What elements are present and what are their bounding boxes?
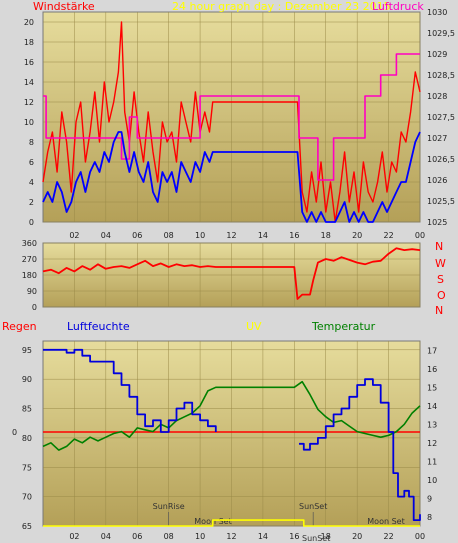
pressure-y-tick-1026: 1026 (427, 176, 447, 185)
temperature-y-tick-10: 10 (427, 476, 437, 485)
humidity-y-tick-90: 90 (22, 375, 32, 384)
wind-y-tick-20: 20 (24, 18, 34, 27)
wind-direction-line (42, 247, 421, 300)
pressure-line (43, 53, 420, 181)
wind-y-tick-8: 8 (29, 138, 34, 147)
sunrise-label: SunRise (153, 502, 185, 511)
pressure-axis-title: Luftdruck (372, 0, 424, 13)
direction-letter-s: S (437, 273, 444, 286)
humidity-x-tick-12: 12 (226, 532, 236, 541)
pressure-y-tick-1028,5: 1028,5 (427, 71, 455, 80)
direction-letter-n-top: N (435, 240, 444, 253)
sunset-label: SunSet (299, 502, 327, 511)
humidity-x-tick-22: 22 (383, 532, 393, 541)
pressure-y-tick-1026,5: 1026,5 (427, 155, 455, 164)
temperature-y-tick-16: 16 (427, 365, 437, 374)
rain-y-tick-0: 0 (12, 428, 17, 437)
wind-y-tick-10: 10 (24, 118, 34, 127)
wind-y-tick-14: 14 (24, 78, 34, 87)
pressure-y-tick-1030: 1030 (427, 8, 447, 17)
direction-y-tick-90: 90 (27, 287, 37, 296)
humidity-x-tick-06: 06 (132, 532, 142, 541)
sunset-bottom-label: SunSet (302, 534, 330, 543)
wind-axis-title: Windstärke (33, 0, 95, 13)
humidity-x-tick-04: 04 (101, 532, 111, 541)
temperature-y-tick-9: 9 (427, 494, 432, 503)
pressure-y-tick-1028: 1028 (427, 92, 447, 101)
direction-y-tick-180: 180 (22, 271, 37, 280)
wind-x-tick-14: 14 (258, 231, 268, 240)
temperature-y-tick-13: 13 (427, 420, 437, 429)
wind-x-tick-04: 04 (101, 231, 111, 240)
uv-axis-title: UV (246, 320, 262, 333)
pressure-y-tick-1025,5: 1025,5 (427, 197, 455, 206)
humidity-y-tick-70: 70 (22, 493, 32, 502)
wind-y-tick-12: 12 (24, 98, 34, 107)
humidity-x-tick-00: 00 (415, 532, 425, 541)
wind-x-tick-02: 02 (69, 231, 79, 240)
humidity-line (43, 348, 421, 521)
temperature-y-tick-8: 8 (427, 513, 432, 522)
humidity-y-tick-80: 80 (22, 434, 32, 443)
uv-line (43, 519, 420, 527)
direction-y-tick-270: 270 (22, 255, 37, 264)
humidity-x-tick-18: 18 (321, 532, 331, 541)
wind-y-tick-6: 6 (29, 158, 34, 167)
humidity-y-tick-85: 85 (22, 405, 32, 414)
humidity-x-tick-10: 10 (195, 532, 205, 541)
wind-x-tick-18: 18 (321, 231, 331, 240)
wind-y-tick-16: 16 (24, 58, 34, 67)
wind-x-tick-22: 22 (383, 231, 393, 240)
humidity-x-tick-16: 16 (289, 532, 299, 541)
wind-y-tick-18: 18 (24, 38, 34, 47)
temperature-y-tick-12: 12 (427, 439, 437, 448)
wind-x-tick-16: 16 (289, 231, 299, 240)
temperature-y-tick-17: 17 (427, 346, 437, 355)
pressure-y-tick-1029: 1029 (427, 50, 447, 59)
wind-gust-line (42, 21, 421, 223)
direction-y-tick-0: 0 (32, 303, 37, 312)
wind-x-tick-08: 08 (164, 231, 174, 240)
pressure-y-tick-1027,5: 1027,5 (427, 113, 455, 122)
wind-x-tick-00: 00 (415, 231, 425, 240)
humidity-x-tick-20: 20 (352, 532, 362, 541)
direction-y-tick-360: 360 (22, 239, 37, 248)
wind-x-tick-12: 12 (226, 231, 236, 240)
humidity-axis-title: Luftfeuchte (67, 320, 130, 333)
direction-letter-o: O (437, 289, 446, 302)
humidity-y-tick-65: 65 (22, 522, 32, 531)
temperature-line (42, 380, 421, 451)
temperature-axis-title: Temperatur (312, 320, 376, 333)
moonset-right-label: Moon Set (367, 517, 404, 526)
wind-x-tick-10: 10 (195, 231, 205, 240)
humidity-x-tick-02: 02 (69, 532, 79, 541)
pressure-y-tick-1027: 1027 (427, 134, 447, 143)
direction-letter-n-bottom: N (435, 304, 444, 317)
rain-axis-title: Regen (2, 320, 37, 333)
temperature-y-tick-14: 14 (427, 402, 437, 411)
direction-letter-w: W (435, 257, 446, 270)
pressure-y-tick-1025: 1025 (427, 218, 447, 227)
temperature-y-tick-11: 11 (427, 457, 437, 466)
humidity-x-tick-14: 14 (258, 532, 268, 541)
wind-x-tick-20: 20 (352, 231, 362, 240)
humidity-y-tick-75: 75 (22, 463, 32, 472)
chart-title: 24 hour graph day : Dezember 23 2015 (172, 0, 391, 13)
temperature-y-tick-15: 15 (427, 383, 437, 392)
wind-y-tick-2: 2 (29, 198, 34, 207)
pressure-y-tick-1029,5: 1029,5 (427, 29, 455, 38)
wind-y-tick-4: 4 (29, 178, 34, 187)
humidity-y-tick-95: 95 (22, 346, 32, 355)
wind-y-tick-0: 0 (29, 218, 34, 227)
humidity-x-tick-08: 08 (164, 532, 174, 541)
wind-x-tick-06: 06 (132, 231, 142, 240)
wind-average-line (42, 131, 421, 223)
